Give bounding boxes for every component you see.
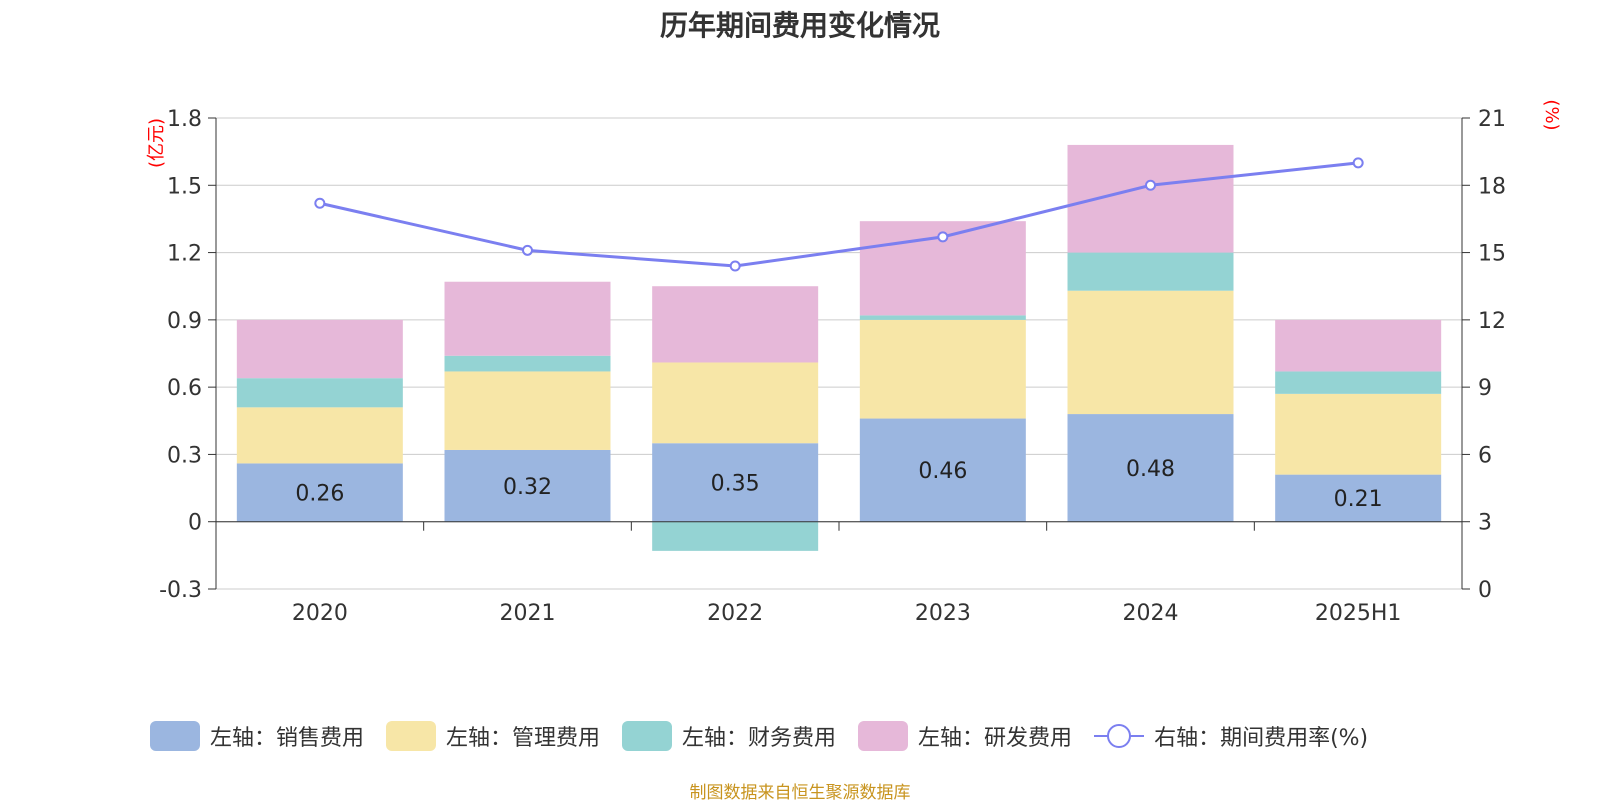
bar-segment-2 — [859, 315, 1026, 320]
legend-item-finance[interactable]: 左轴：财务费用 — [622, 720, 836, 752]
bar-segment-0 — [1275, 474, 1442, 522]
bar-segment-3 — [236, 319, 403, 379]
bar-segment-2 — [444, 355, 611, 372]
bar-segment-1 — [444, 371, 611, 450]
right-tick-label: 3 — [1478, 511, 1492, 536]
rate-point — [1352, 157, 1364, 169]
source-footnote: 制图数据来自恒生聚源数据库 — [689, 783, 911, 803]
bar-segment-1 — [1067, 290, 1234, 415]
bar-segment-2 — [1067, 252, 1234, 291]
legend-swatch-admin — [386, 721, 437, 751]
bar-value-label: 0.21 — [1334, 487, 1383, 512]
left-tick-label: 1.5 — [167, 174, 202, 199]
bar-segment-1 — [236, 407, 403, 464]
bar-segment-1 — [652, 362, 819, 444]
left-tick-label: 0.9 — [167, 309, 202, 334]
right-axis-unit: (%) — [1541, 99, 1562, 130]
bar-segment-0 — [444, 449, 611, 522]
legend-line-marker-icon — [1094, 724, 1145, 748]
rate-point — [522, 244, 533, 256]
x-tick-label: 2020 — [292, 601, 348, 626]
legend-label-admin: 左轴：管理费用 — [446, 726, 601, 751]
rate-point — [937, 231, 949, 243]
bar-segment-2 — [236, 378, 403, 408]
rate-point — [314, 197, 326, 209]
right-tick-label: 6 — [1478, 443, 1492, 468]
rate-point — [1145, 179, 1156, 191]
x-tick-label: 2024 — [1123, 601, 1179, 626]
legend-item-rate[interactable]: 右轴：期间费用率(%) — [1094, 720, 1368, 752]
x-tick-label: 2022 — [707, 601, 763, 626]
right-tick-label: 15 — [1478, 242, 1506, 267]
legend-item-sales[interactable]: 左轴：销售费用 — [150, 720, 364, 752]
bar-segment-3 — [1275, 319, 1442, 372]
left-tick-label: 1.2 — [167, 242, 202, 267]
bar-segment-0 — [1067, 414, 1234, 522]
bar-value-label: 0.48 — [1126, 457, 1175, 482]
left-tick-label: 0.6 — [167, 376, 202, 401]
bar-value-label: 0.35 — [711, 471, 760, 496]
bar-segment-0 — [652, 443, 819, 522]
bar-segment-1 — [859, 319, 1026, 419]
x-tick-label: 2021 — [500, 601, 556, 626]
bar-segment-0 — [236, 463, 403, 522]
bar-value-label: 0.26 — [295, 482, 344, 507]
x-tick-label: 2025H1 — [1315, 601, 1402, 626]
right-tick-label: 9 — [1478, 376, 1492, 401]
right-tick-label: 18 — [1478, 174, 1506, 199]
bar-segment-2 — [652, 521, 819, 551]
left-tick-label: 0.3 — [167, 443, 202, 468]
left-tick-label: -0.3 — [159, 578, 202, 603]
left-tick-label: 0 — [188, 511, 202, 536]
legend-label-rate: 右轴：期间费用率(%) — [1154, 726, 1369, 751]
right-tick-label: 12 — [1478, 309, 1506, 334]
x-tick-label: 2023 — [915, 601, 971, 626]
legend-label-finance: 左轴：财务费用 — [682, 726, 837, 751]
rate-point — [729, 260, 741, 272]
bar-segment-1 — [1275, 393, 1442, 475]
bar-segment-3 — [652, 286, 819, 363]
left-axis-unit: (亿元) — [146, 118, 167, 168]
legend: 左轴：销售费用 左轴：管理费用 左轴：财务费用 左轴：研发费用 右轴：期间费用率… — [150, 718, 1390, 754]
legend-swatch-sales — [150, 721, 200, 751]
legend-item-admin[interactable]: 左轴：管理费用 — [386, 720, 600, 752]
right-tick-label: 0 — [1478, 578, 1492, 603]
bar-segment-3 — [444, 281, 611, 356]
chart-title: 历年期间费用变化情况 — [659, 9, 940, 42]
left-tick-label: 1.8 — [167, 107, 202, 132]
bar-value-label: 0.32 — [503, 475, 552, 500]
legend-swatch-finance — [622, 721, 673, 751]
legend-label-rnd: 左轴：研发费用 — [918, 726, 1073, 751]
bar-value-label: 0.46 — [918, 459, 967, 484]
rate-line — [319, 161, 1359, 268]
bar-segment-2 — [1275, 371, 1442, 394]
legend-swatch-rnd — [858, 721, 909, 751]
bar-segment-0 — [859, 418, 1026, 522]
legend-label-sales: 左轴：销售费用 — [210, 726, 365, 751]
legend-item-rnd[interactable]: 左轴：研发费用 — [858, 720, 1072, 752]
right-tick-label: 21 — [1478, 107, 1506, 132]
